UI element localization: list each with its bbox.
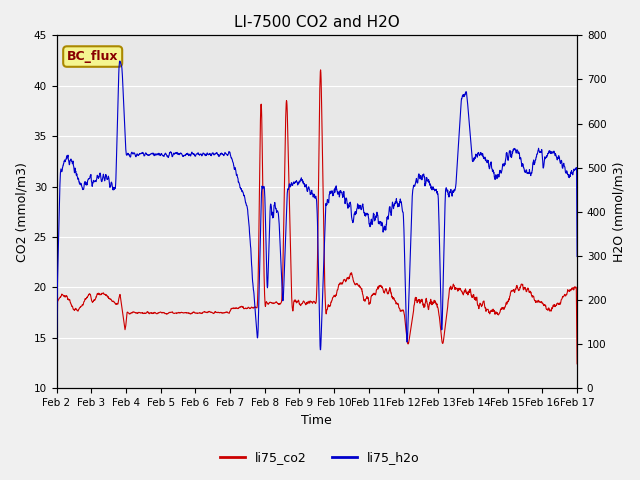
Y-axis label: H2O (mmol/m3): H2O (mmol/m3)	[612, 162, 625, 262]
Title: LI-7500 CO2 and H2O: LI-7500 CO2 and H2O	[234, 15, 400, 30]
X-axis label: Time: Time	[301, 414, 332, 427]
Legend: li75_co2, li75_h2o: li75_co2, li75_h2o	[215, 446, 425, 469]
Y-axis label: CO2 (mmol/m3): CO2 (mmol/m3)	[15, 162, 28, 262]
Text: BC_flux: BC_flux	[67, 50, 118, 63]
